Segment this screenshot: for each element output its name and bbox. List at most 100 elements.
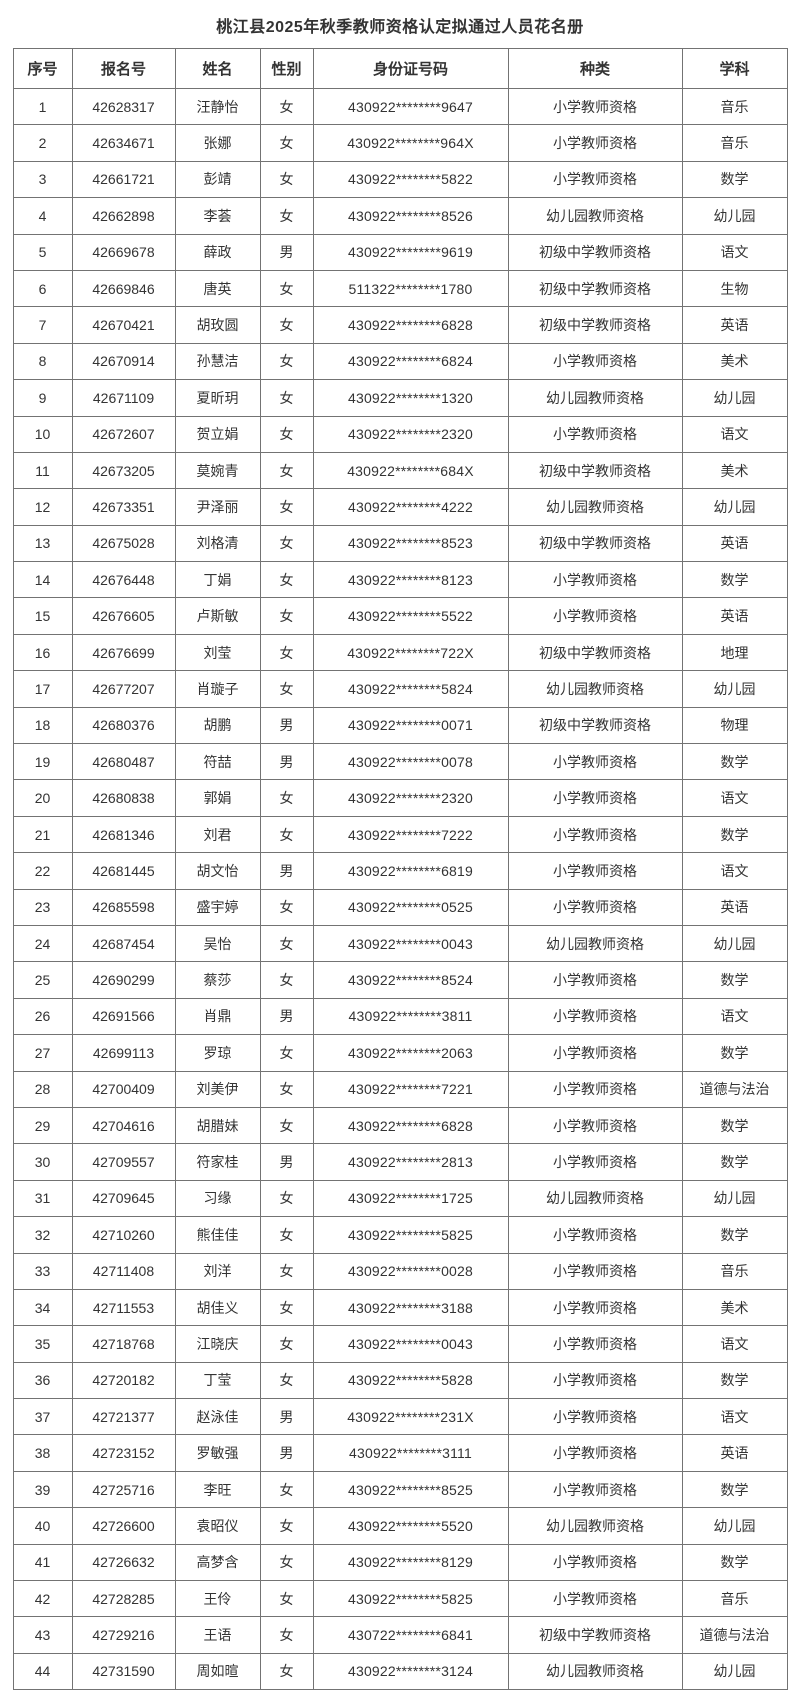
header-cell-name: 姓名 [174, 48, 261, 89]
table-cell-id-number: 430922********0043 [312, 924, 509, 963]
table-cell-gender: 女 [259, 1034, 314, 1072]
table-cell-category: 小学教师资格 [507, 1288, 683, 1327]
table-row: 8 42670914 孙慧洁女 430922********6824 小学教师资格 美术 [12, 342, 788, 381]
table-cell-reg-no: 42676605 [71, 597, 176, 635]
table-cell-gender: 女 [259, 415, 314, 453]
table-row: 6 42669846 唐英女 511322********1780 初级中学教师资格 生物 [12, 269, 788, 308]
table-cell-index: 10 [12, 415, 73, 453]
table-cell-id-number: 430922********0525 [312, 888, 509, 926]
table-cell-id-number: 430922********8524 [312, 961, 509, 999]
table-cell-subject: 数学 [681, 1543, 788, 1582]
table-cell-name: 刘洋 [174, 1252, 261, 1290]
table-cell-id-number: 430922********2320 [312, 779, 509, 817]
table-row: 9 42671109 夏昕玥女 430922********1320 幼儿园教师资格 幼儿… [12, 379, 788, 417]
table-row: 26 42691566 肖鼎男 430922********3811 小学教师资格 语文 [12, 997, 788, 1036]
table-row: 39 42725716 李旺女 430922********8525 小学教师资格 数学 [12, 1470, 788, 1509]
table-cell-id-number: 430922********5828 [312, 1361, 509, 1400]
table-cell-name: 罗琼 [174, 1034, 261, 1072]
table-cell-name: 熊佳佳 [174, 1216, 261, 1254]
table-cell-gender: 女 [259, 524, 314, 563]
table-row: 38 42723152 罗敏强男 430922********3111 小学教师资格 英语 [12, 1434, 788, 1472]
table-cell-category: 小学教师资格 [507, 1216, 683, 1254]
table-cell-gender: 男 [259, 743, 314, 781]
table-cell-subject: 数学 [681, 160, 788, 199]
table-cell-subject: 幼儿园 [681, 670, 788, 708]
table-cell-id-number: 430922********9619 [312, 233, 509, 271]
table-cell-name: 肖璇子 [174, 670, 261, 708]
table-cell-gender: 女 [259, 1470, 314, 1509]
table-cell-name: 江晓庆 [174, 1325, 261, 1363]
table-cell-id-number: 430922********722X [312, 633, 509, 672]
table-cell-index: 20 [12, 779, 73, 817]
table-cell-reg-no: 42711408 [71, 1252, 176, 1290]
table-cell-category: 小学教师资格 [507, 888, 683, 926]
table-cell-category: 小学教师资格 [507, 1070, 683, 1108]
table-cell-category: 小学教师资格 [507, 1361, 683, 1400]
table-cell-subject: 英语 [681, 1434, 788, 1472]
table-cell-name: 唐英 [174, 269, 261, 308]
table-cell-id-number: 430922********7221 [312, 1070, 509, 1108]
table-cell-index: 37 [12, 1398, 73, 1436]
table-row: 35 42718768 江晓庆女 430922********0043 小学教师资格 语文 [12, 1325, 788, 1363]
table-cell-category: 小学教师资格 [507, 160, 683, 199]
table-cell-id-number: 430922********0078 [312, 743, 509, 781]
table-cell-subject: 地理 [681, 633, 788, 672]
table-cell-gender: 男 [259, 706, 314, 745]
table-cell-subject: 幼儿园 [681, 1179, 788, 1218]
table-cell-name: 张娜 [174, 124, 261, 162]
table-cell-gender: 女 [259, 1106, 314, 1145]
table-cell-id-number: 430922********5824 [312, 670, 509, 708]
table-cell-gender: 男 [259, 1434, 314, 1472]
table-row: 2 42634671 张娜女 430922********964X 小学教师资格 音乐 [12, 124, 788, 162]
table-row: 32 42710260 熊佳佳女 430922********5825 小学教师资格 数学 [12, 1216, 788, 1254]
table-cell-index: 1 [12, 87, 73, 126]
table-cell-category: 小学教师资格 [507, 1325, 683, 1363]
table-cell-gender: 女 [259, 597, 314, 635]
table-row: 24 42687454 吴怡女 430922********0043 幼儿园教师资格 幼儿… [12, 924, 788, 963]
table-cell-reg-no: 42680376 [71, 706, 176, 745]
table-cell-category: 初级中学教师资格 [507, 233, 683, 271]
table-cell-index: 18 [12, 706, 73, 745]
table-cell-category: 初级中学教师资格 [507, 306, 683, 344]
table-cell-reg-no: 42669678 [71, 233, 176, 271]
table-cell-index: 40 [12, 1507, 73, 1545]
table-cell-subject: 语文 [681, 1325, 788, 1363]
table-cell-gender: 女 [259, 1179, 314, 1218]
table-cell-id-number: 430922********8523 [312, 524, 509, 563]
table-cell-category: 小学教师资格 [507, 1398, 683, 1436]
table-cell-index: 27 [12, 1034, 73, 1072]
table-cell-gender: 女 [259, 961, 314, 999]
table-cell-reg-no: 42711553 [71, 1288, 176, 1327]
table-cell-index: 39 [12, 1470, 73, 1509]
table-cell-index: 44 [12, 1652, 73, 1691]
table-cell-name: 刘格清 [174, 524, 261, 563]
table-cell-id-number: 511322********1780 [312, 269, 509, 308]
table-cell-subject: 幼儿园 [681, 1652, 788, 1691]
table-cell-reg-no: 42718768 [71, 1325, 176, 1363]
table-cell-subject: 幼儿园 [681, 1507, 788, 1545]
table-cell-subject: 数学 [681, 1216, 788, 1254]
table-cell-category: 幼儿园教师资格 [507, 488, 683, 526]
table-row: 15 42676605 卢斯敏女 430922********5522 小学教师资格 英语 [12, 597, 788, 635]
table-cell-reg-no: 42720182 [71, 1361, 176, 1400]
table-cell-subject: 美术 [681, 451, 788, 490]
table-cell-subject: 道德与法治 [681, 1616, 788, 1654]
table-cell-category: 小学教师资格 [507, 779, 683, 817]
table-cell-name: 王语 [174, 1616, 261, 1654]
table-cell-id-number: 430922********3811 [312, 997, 509, 1036]
table-cell-name: 盛宇婷 [174, 888, 261, 926]
table-cell-subject: 幼儿园 [681, 197, 788, 235]
table-row: 34 42711553 胡佳义女 430922********3188 小学教师资格 美术 [12, 1288, 788, 1327]
table-cell-id-number: 430922********0071 [312, 706, 509, 745]
table-cell-name: 肖鼎 [174, 997, 261, 1036]
table-cell-reg-no: 42676448 [71, 561, 176, 599]
table-cell-index: 43 [12, 1616, 73, 1654]
table-cell-gender: 女 [259, 306, 314, 344]
table-cell-index: 8 [12, 342, 73, 381]
table-cell-category: 幼儿园教师资格 [507, 1179, 683, 1218]
table-cell-name: 莫婉青 [174, 451, 261, 490]
table-row: 22 42681445 胡文怡男 430922********6819 小学教师资格 语文 [12, 852, 788, 890]
table-row: 29 42704616 胡腊妹女 430922********6828 小学教师资格 数学 [12, 1106, 788, 1145]
table-cell-category: 小学教师资格 [507, 1470, 683, 1509]
